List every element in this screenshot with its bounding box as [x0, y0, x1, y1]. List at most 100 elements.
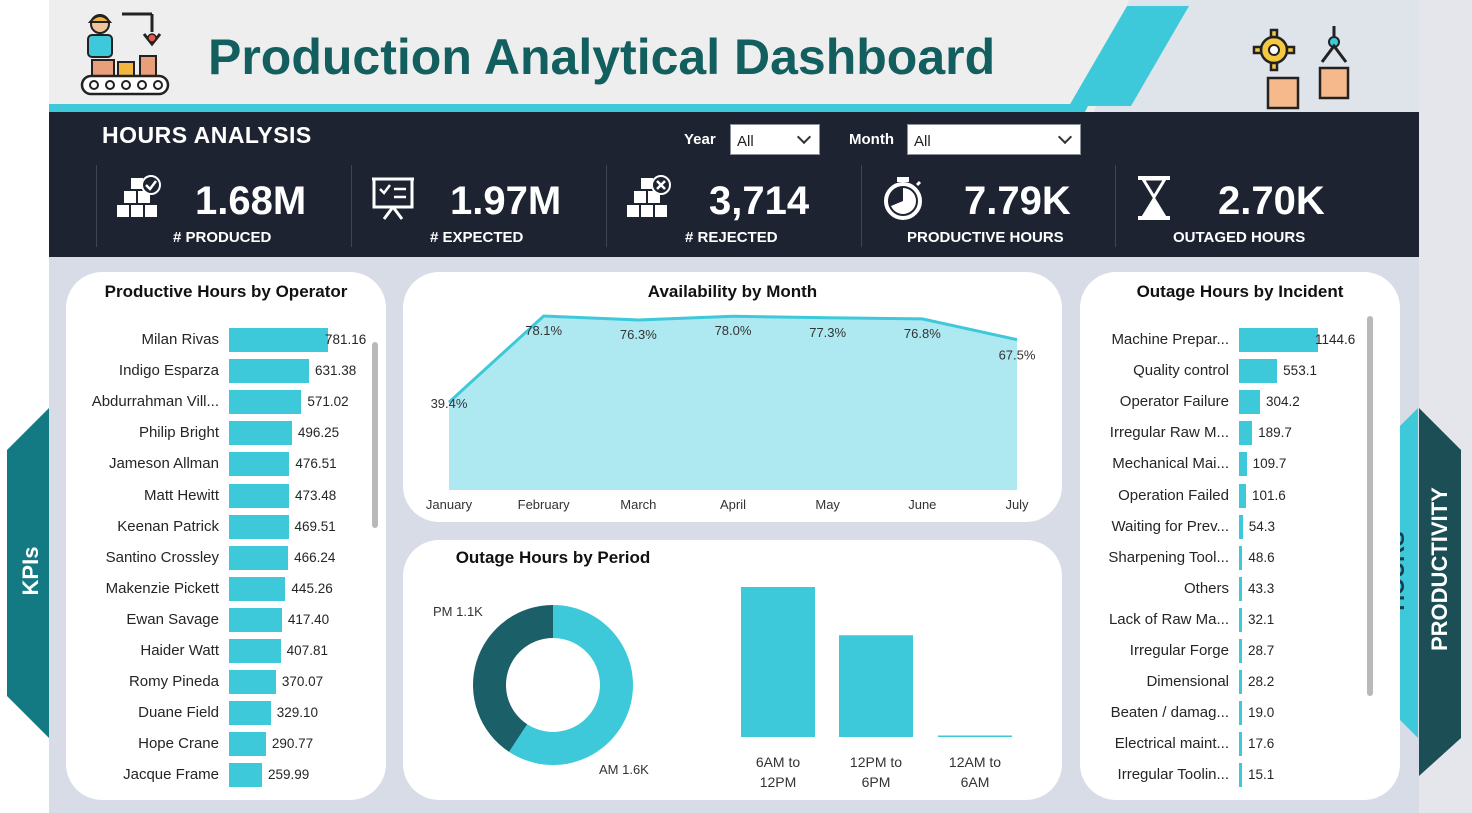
bar[interactable] — [1239, 359, 1278, 384]
bar-row[interactable]: Santino Crossley 466.24 — [66, 545, 335, 570]
productivity-tab[interactable] — [1419, 408, 1461, 776]
bar-row[interactable]: Mechanical Mai... 109.7 — [1080, 452, 1286, 477]
bar-row[interactable]: Irregular Raw M... 189.7 — [1080, 421, 1292, 446]
bar-row[interactable]: Duane Field 329.10 — [66, 701, 318, 726]
kpi-expected-value: 1.97M — [450, 179, 562, 223]
availability-title: Availability by Month — [647, 282, 818, 301]
kpi-outaged-hours: 2.70K OUTAGED HOURS — [1115, 165, 1369, 247]
bar-category-label: Electrical maint... — [1114, 735, 1229, 753]
bar[interactable] — [229, 607, 282, 632]
kpi-expected: 1.97M # EXPECTED — [351, 165, 605, 247]
bar-category-label: Operator Failure — [1119, 393, 1229, 411]
bar[interactable] — [229, 576, 286, 601]
bar-row[interactable]: Philip Bright 496.25 — [66, 421, 339, 446]
bar[interactable] — [229, 359, 310, 384]
bar[interactable] — [1239, 732, 1242, 757]
bar[interactable] — [229, 639, 281, 663]
bar[interactable] — [1239, 607, 1242, 632]
incident-list-scrollbar[interactable] — [1367, 316, 1373, 696]
bar-row[interactable]: Milan Rivas 781.16 — [66, 328, 366, 352]
bar-row[interactable]: Abdurrahman Vill... 571.02 — [66, 390, 349, 415]
bar-row[interactable]: Jameson Allman 476.51 — [66, 452, 337, 477]
bar[interactable] — [229, 701, 271, 726]
bar[interactable] — [1239, 390, 1260, 415]
bar[interactable] — [229, 483, 289, 508]
bar[interactable] — [1239, 701, 1242, 726]
stopwatch-icon — [884, 177, 922, 220]
bar-row[interactable]: Haider Watt 407.81 — [66, 639, 328, 663]
bar-row[interactable]: Operator Failure 304.2 — [1080, 390, 1300, 415]
bar-value-label: 32.1 — [1248, 611, 1275, 627]
bar-row[interactable]: Irregular Toolin... 15.1 — [1080, 763, 1274, 788]
bar[interactable] — [1239, 545, 1243, 570]
boxes-check-icon — [117, 175, 161, 217]
bar[interactable] — [1239, 670, 1242, 695]
operator-list-scrollbar[interactable] — [372, 342, 378, 528]
availability-data-label: 67.5% — [999, 348, 1036, 363]
year-filter-label: Year — [684, 131, 716, 148]
bar[interactable] — [229, 452, 290, 477]
bar[interactable] — [229, 514, 289, 539]
availability-data-label: 39.4% — [431, 396, 468, 411]
bar-row[interactable]: Irregular Forge 28.7 — [1080, 639, 1274, 663]
bar-row[interactable]: Others 43.3 — [1080, 576, 1274, 601]
bar[interactable] — [1239, 639, 1242, 663]
bar[interactable] — [1239, 328, 1318, 352]
bar-value-label: 48.6 — [1248, 549, 1275, 565]
bar[interactable] — [1239, 514, 1243, 539]
outage-period-category-label: 12PM — [760, 774, 797, 790]
bar-value-label: 28.2 — [1248, 674, 1275, 690]
bar-category-label: Irregular Toolin... — [1117, 766, 1229, 784]
bar-row[interactable]: Matt Hewitt 473.48 — [66, 483, 336, 508]
bar-row[interactable]: Hope Crane 290.77 — [66, 732, 313, 757]
bar[interactable] — [229, 390, 302, 415]
bar-category-label: Dimensional — [1146, 673, 1229, 691]
bar[interactable] — [1239, 763, 1242, 788]
bar-row[interactable]: Indigo Esparza 631.38 — [66, 359, 356, 384]
bar-row[interactable]: Beaten / damag... 19.0 — [1080, 701, 1274, 726]
bar-category-label: Matt Hewitt — [143, 486, 219, 504]
bar-row[interactable]: Romy Pineda 370.07 — [66, 670, 323, 695]
bar[interactable] — [229, 732, 266, 757]
year-filter-dropdown[interactable]: All — [730, 124, 820, 155]
bar-row[interactable]: Sharpening Tool... 48.6 — [1080, 545, 1275, 570]
bar-value-label: 469.51 — [294, 518, 336, 534]
bar[interactable] — [229, 545, 289, 570]
bar[interactable] — [229, 421, 292, 446]
hourglass-icon — [1138, 176, 1170, 220]
bar-row[interactable]: Waiting for Prev... 54.3 — [1080, 514, 1275, 539]
year-filter-value: All — [737, 133, 754, 150]
bar-row[interactable]: Lack of Raw Ma... 32.1 — [1080, 607, 1274, 632]
bar-row[interactable]: Makenzie Pickett 445.26 — [66, 576, 333, 601]
availability-month-label: January — [426, 497, 473, 512]
kpi-outaged-hours-value: 2.70K — [1218, 179, 1325, 223]
bar[interactable] — [229, 763, 262, 788]
bar-category-label: Lack of Raw Ma... — [1108, 610, 1229, 628]
bar-row[interactable]: Operation Failed 101.6 — [1080, 483, 1286, 508]
outage-period-category-label: 12AM to — [949, 754, 1001, 770]
bar-row[interactable]: Dimensional 28.2 — [1080, 670, 1274, 695]
bar[interactable] — [1239, 483, 1246, 508]
bar[interactable] — [229, 670, 276, 695]
bar-row[interactable]: Keenan Patrick 469.51 — [66, 514, 336, 539]
bar-row[interactable]: Quality control 553.1 — [1080, 359, 1317, 384]
bar[interactable] — [1239, 452, 1247, 477]
bar-category-label: Indigo Esparza — [118, 362, 219, 380]
kpis-tab[interactable] — [7, 408, 49, 738]
bar-category-label: Others — [1183, 579, 1229, 597]
bar-row[interactable]: Electrical maint... 17.6 — [1080, 732, 1274, 757]
donut-slice-pm — [473, 605, 553, 752]
bar[interactable] — [1239, 421, 1253, 446]
bar-row[interactable]: Jacque Frame 259.99 — [66, 763, 309, 788]
bar-value-label: 43.3 — [1248, 580, 1275, 596]
bar-value-label: 781.16 — [325, 332, 367, 347]
bar-category-label: Abdurrahman Vill... — [91, 393, 219, 411]
month-filter-dropdown[interactable]: All — [907, 124, 1081, 155]
bar-row[interactable]: Ewan Savage 417.40 — [66, 607, 329, 632]
bar-value-label: 17.6 — [1248, 736, 1275, 752]
bar-category-label: Beaten / damag... — [1110, 704, 1229, 722]
bar[interactable] — [1239, 576, 1242, 601]
bar[interactable] — [229, 328, 328, 352]
bar-row[interactable]: Machine Prepar... 1144.6 — [1080, 328, 1355, 352]
